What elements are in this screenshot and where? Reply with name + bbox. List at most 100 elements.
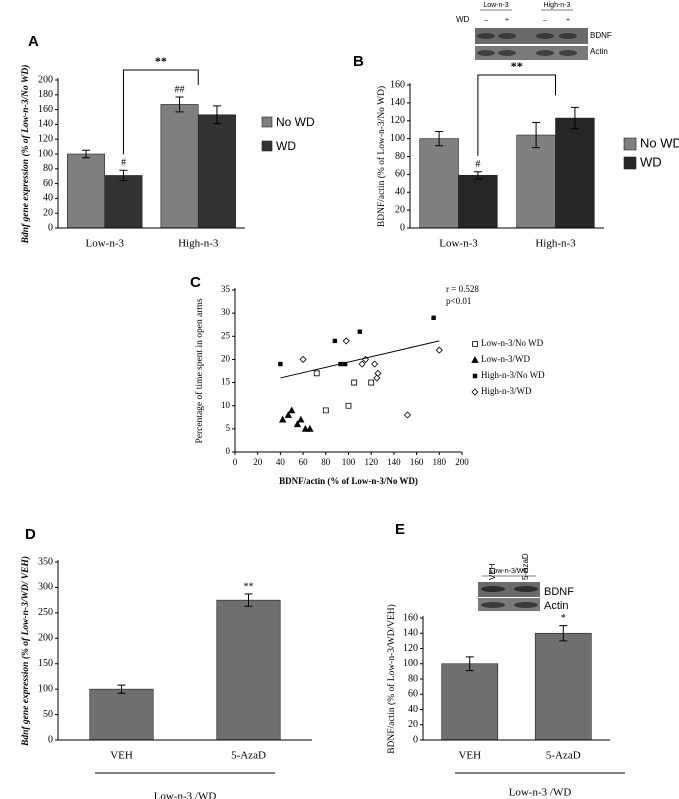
point: [345, 402, 352, 409]
y-tick-label: 0: [48, 222, 53, 233]
y-tick-label: 20: [408, 719, 418, 730]
x-tick-label: 140: [387, 457, 401, 467]
y-tick-label: 140: [403, 628, 418, 639]
error-bar: [532, 122, 541, 149]
y-tick-label: 60: [395, 169, 405, 180]
blot-sign: +: [566, 15, 571, 24]
legend-marker: [472, 373, 478, 379]
blot-lane: 5-AzaD: [521, 553, 530, 580]
y-tick-label: 20: [221, 353, 231, 363]
point: [357, 329, 363, 334]
blot-spot: [477, 33, 495, 39]
y-tick-label: 60: [408, 689, 418, 700]
y-tick-label: 160: [403, 612, 418, 623]
blot-band: [478, 582, 540, 597]
legend-label: WD: [276, 139, 296, 153]
error-bar: [119, 169, 128, 182]
x-tick-label: 160: [410, 457, 424, 467]
blot-spot: [559, 50, 577, 56]
blot-spot: [514, 586, 538, 592]
blot-band-label: Actin: [544, 600, 568, 612]
y-tick-label: 80: [43, 163, 53, 174]
legend-swatch: [261, 116, 273, 128]
blot-sign: –: [542, 15, 548, 24]
x-tick-label: 200: [455, 457, 469, 467]
y-tick-label: 100: [38, 683, 53, 694]
bar: [458, 174, 498, 229]
y-tick-label: 5: [226, 423, 231, 433]
legend-label: High-n-3/No WD: [481, 370, 545, 380]
bar: [534, 632, 592, 741]
point: [371, 360, 379, 368]
error-bar: [559, 625, 568, 642]
group-label: Low-n-3 /WD: [509, 787, 572, 799]
x-axis-label: BDNF/actin (% of Low-n-3/No WD): [279, 476, 418, 486]
panel-letter: C: [190, 274, 201, 291]
y-tick-label: 40: [395, 187, 405, 198]
y-tick-label: 10: [221, 400, 231, 410]
error-bar: [117, 684, 126, 694]
bar: [419, 138, 459, 229]
y-tick-label: 0: [226, 446, 231, 456]
y-tick-label: 50: [43, 709, 53, 720]
point: [301, 425, 310, 432]
error-bar: [82, 149, 91, 159]
x-tick-label: 100: [342, 457, 356, 467]
group-label: Low-n-3 /WD: [154, 791, 217, 799]
error-bar: [212, 105, 221, 125]
point: [299, 355, 307, 363]
x-tick-label: 40: [276, 457, 286, 467]
y-tick-label: 140: [38, 119, 53, 130]
y-tick-label: 100: [390, 133, 405, 144]
x-tick-label: 120: [364, 457, 378, 467]
stat-label: r = 0.528: [446, 284, 479, 294]
legend-label: High-n-3/WD: [481, 386, 532, 396]
y-tick-label: 40: [43, 193, 53, 204]
panel-letter: A: [28, 33, 39, 50]
point: [332, 338, 338, 344]
y-tick-label: 120: [38, 133, 53, 144]
legend-marker: [472, 341, 478, 347]
blot-spot: [559, 33, 577, 39]
y-axis-label: Bdnf gene expression (% of Low-n-3/No WD…: [20, 65, 31, 245]
bar: [197, 114, 236, 229]
blot-spot: [477, 50, 495, 56]
y-axis-label: Bdnf gene expression (% of Low-n-3/WD/ V…: [20, 556, 31, 747]
y-tick-label: 160: [390, 79, 405, 90]
legend-label: Low-n-3/WD: [481, 354, 530, 364]
blot-spot: [498, 33, 516, 39]
y-axis-label: BDNF/actin (% of Low-n-3/WD/VEH): [386, 604, 397, 754]
bar: [216, 599, 281, 741]
panel-letter: E: [395, 521, 405, 538]
bar: [104, 175, 143, 229]
y-tick-label: 60: [43, 178, 53, 189]
error-bar: [473, 171, 482, 180]
error-bar: [244, 593, 253, 607]
y-tick-label: 200: [38, 74, 53, 85]
significance-label: ##: [175, 84, 185, 95]
point: [431, 315, 436, 320]
y-tick-label: 160: [38, 104, 53, 115]
x-tick-label: 180: [433, 457, 447, 467]
point: [288, 406, 296, 414]
bracket-label: **: [155, 54, 167, 68]
x-tick-label: Low-n-3: [86, 238, 125, 250]
blot-spot: [536, 50, 554, 56]
blot-row-label: WD: [456, 15, 470, 24]
blot-band-label: BDNF: [544, 586, 574, 598]
y-tick-label: 120: [390, 115, 405, 126]
blot-title: Low-n-3/WD: [490, 568, 529, 575]
legend-swatch: [623, 137, 637, 151]
y-axis-label: BDNF/actin (% of Low-n-3/No WD): [376, 86, 387, 227]
point: [306, 425, 314, 432]
bracket: [122, 69, 199, 155]
x-tick-label: 0: [233, 457, 238, 467]
y-tick-label: 0: [413, 734, 418, 745]
bracket-label: **: [511, 59, 523, 73]
blot-sign: –: [483, 15, 489, 24]
blot-lane: VEH: [488, 563, 497, 580]
blot-band-label: BDNF: [590, 31, 612, 40]
x-tick-label: High-n-3: [535, 238, 576, 250]
blot-band: [475, 28, 588, 44]
